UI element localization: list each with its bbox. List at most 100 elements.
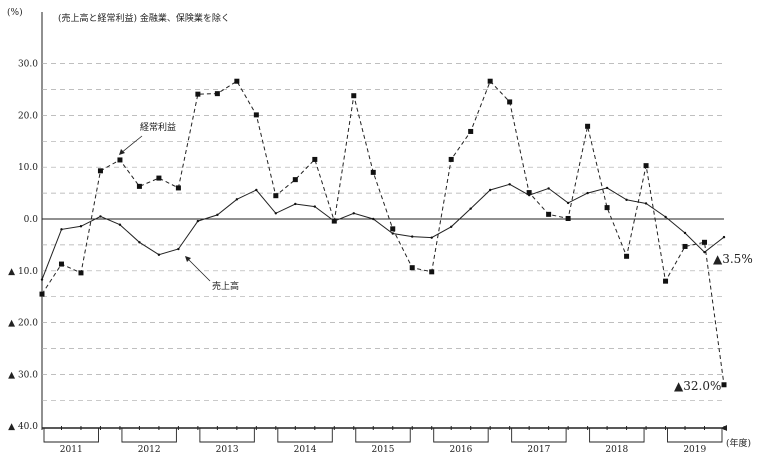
profit-point: [487, 78, 493, 84]
sales-point: [430, 236, 433, 239]
y-tick-label: 0.0: [24, 215, 39, 225]
sales-point: [488, 188, 492, 192]
label-profit-leader: [120, 135, 143, 154]
series-line-profit: [41, 80, 725, 385]
sales-point: [274, 212, 278, 215]
profit-point: [156, 175, 162, 181]
profit-point: [507, 99, 513, 105]
sales-point: [138, 241, 141, 244]
sales-point: [118, 223, 122, 226]
x-year-label: 2017: [527, 445, 550, 455]
x-year-label: 2013: [216, 445, 239, 455]
profit-point: [195, 91, 201, 97]
year-bracket: [43, 428, 99, 443]
x-year-label: 2014: [294, 445, 317, 455]
callout-sales-last: ▲3.5%: [713, 252, 753, 266]
x-year-label: 2015: [372, 445, 395, 455]
profit-point: [448, 156, 454, 162]
label-profit-arrowhead: [119, 149, 125, 155]
sales-point: [411, 235, 414, 238]
year-bracket: [121, 428, 177, 443]
x-year-label: 2012: [138, 445, 161, 455]
profit-point: [136, 183, 142, 189]
profit-point: [175, 185, 181, 191]
sales-point: [703, 250, 706, 254]
callout-profit-last: ▲32.0%: [674, 379, 721, 393]
profit-point: [721, 382, 727, 388]
label-profit-group: 経常利益: [119, 121, 176, 155]
grid-layer: [42, 63, 724, 401]
y-tick-label: 20.0: [18, 111, 38, 121]
profit-point: [585, 123, 591, 129]
sales-point: [352, 212, 355, 215]
profit-point: [409, 265, 415, 271]
y-unit-label: (%): [7, 7, 23, 18]
year-bracket: [667, 428, 723, 443]
sales-point: [216, 213, 219, 217]
sales-point: [294, 202, 297, 206]
series-layer: [39, 78, 727, 388]
sales-point: [196, 219, 200, 223]
sales-point: [547, 187, 550, 190]
sales-point: [450, 225, 453, 228]
x-year-label: 2018: [605, 445, 628, 455]
sales-point: [157, 253, 161, 256]
profit-point: [565, 215, 571, 221]
y-tick-label: ▲ 10.0: [8, 267, 38, 277]
profit-point: [292, 177, 298, 183]
axis-layer: 30.0 20.0 10.0 0.0 ▲ 10.0 ▲ 20.0 ▲ 30.0 ▲ 40.0 2…: [8, 60, 727, 455]
y-tick-label: ▲ 40.0: [8, 422, 38, 432]
sales-point: [60, 228, 63, 231]
sales-point: [79, 225, 83, 228]
series-line-sales: [41, 183, 725, 280]
profit-point: [58, 261, 64, 267]
profit-point: [39, 291, 45, 297]
chart-note: (売上高と経常利益) 金融業、保険業を除く: [58, 12, 230, 24]
sales-point: [391, 232, 394, 235]
label-sales-leader: [186, 257, 211, 282]
profit-point: [370, 169, 376, 175]
sales-point: [255, 188, 258, 192]
sales-point: [625, 198, 628, 202]
year-bracket: [277, 428, 333, 443]
profit-point: [214, 91, 220, 97]
profit-point: [702, 239, 708, 245]
sales-point: [40, 278, 44, 281]
profit-point: [468, 128, 474, 134]
profit-point: [682, 243, 688, 249]
sales-point: [527, 193, 531, 197]
sales-point: [605, 186, 609, 190]
sales-point: [566, 201, 570, 205]
profit-point: [643, 163, 649, 169]
sales-point: [177, 247, 180, 251]
year-bracket: [433, 428, 489, 443]
y-tick-label: 10.0: [18, 163, 38, 173]
label-sales-arrowhead: [185, 256, 191, 262]
label-profit: 経常利益: [140, 121, 176, 133]
sales-point: [508, 183, 511, 186]
sales-point: [235, 198, 239, 201]
year-bracket: [355, 428, 411, 443]
sales-point: [644, 202, 648, 205]
y-tick-label: ▲ 30.0: [8, 370, 38, 380]
profit-point: [624, 253, 630, 259]
profit-point: [351, 93, 357, 99]
sales-point: [99, 215, 102, 218]
profit-point: [663, 278, 669, 284]
sales-point: [372, 217, 375, 221]
y-tick-label: 30.0: [18, 60, 38, 70]
profit-point: [429, 269, 435, 275]
sales-point: [722, 235, 726, 239]
profit-point: [546, 211, 552, 217]
sales-point: [664, 215, 667, 219]
profit-point: [117, 157, 123, 163]
profit-point: [234, 78, 240, 84]
profit-point: [604, 205, 610, 211]
profit-point: [253, 112, 259, 118]
profit-point: [526, 190, 532, 196]
profit-point: [78, 270, 84, 276]
sales-point: [313, 205, 316, 208]
label-sales-group: 売上高: [185, 256, 239, 292]
